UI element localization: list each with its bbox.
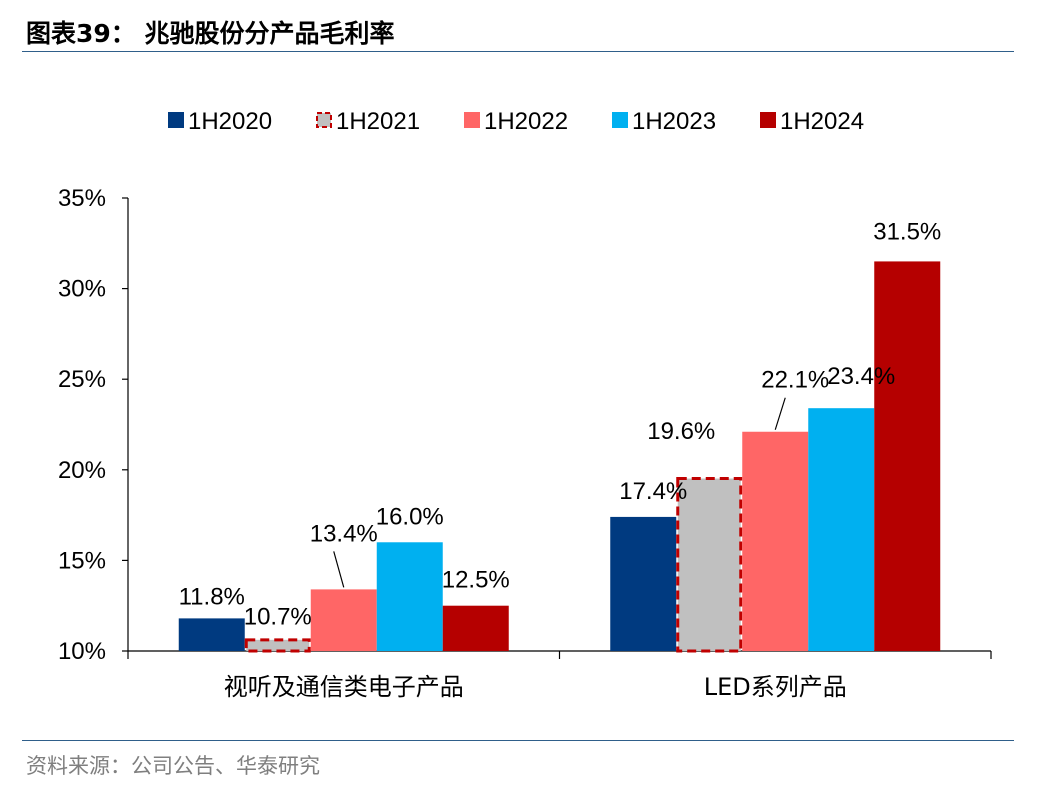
bar-1H2020-0 [178, 618, 245, 651]
data-label: 17.4% [619, 478, 687, 505]
legend-item: 1H2024 [760, 108, 864, 135]
x-category-label: 视听及通信类电子产品 [224, 673, 464, 701]
data-label: 12.5% [442, 567, 510, 594]
chart-legend: 1H2020 1H2021 1H2022 1H2023 1H2024 [168, 108, 864, 135]
bar-1H2021-0 [244, 638, 311, 653]
x-category-label: LED系列产品 [704, 673, 847, 701]
y-tick-label: 10% [58, 638, 106, 665]
legend-label: 1H2023 [632, 108, 716, 135]
legend-item: 1H2021 [316, 108, 420, 135]
y-axis: 10% 15% 20% 25% 30% 35% [58, 185, 129, 665]
data-label: 31.5% [873, 218, 941, 245]
data-label: 13.4% [310, 520, 378, 547]
y-tick-label: 25% [58, 366, 106, 393]
bar-chart: 1H2020 1H2021 1H2022 1H2023 1H2024 10% 15% 20%… [58, 108, 992, 701]
bar-1H2024-0 [442, 605, 509, 651]
y-tick-label: 30% [58, 276, 106, 303]
y-tick-label: 35% [58, 185, 106, 212]
legend-item: 1H2020 [168, 108, 272, 135]
data-label: 19.6% [647, 418, 715, 445]
y-tick-label: 20% [58, 457, 106, 484]
data-label: 23.4% [827, 363, 895, 390]
data-label: 16.0% [376, 503, 444, 530]
legend-swatch [760, 112, 776, 128]
legend-label: 1H2020 [188, 108, 272, 135]
data-label: 11.8% [179, 583, 245, 610]
legend-swatch [612, 112, 628, 128]
bar-1H2022-1 [742, 431, 809, 651]
source-note: 资料来源：公司公告、华泰研究 [26, 754, 320, 778]
legend-label: 1H2021 [336, 108, 420, 135]
legend-label: 1H2024 [780, 108, 864, 135]
legend-item: 1H2023 [612, 108, 716, 135]
legend-swatch [168, 112, 184, 128]
legend-swatch [464, 112, 480, 128]
legend-label: 1H2022 [484, 108, 568, 135]
bar-1H2022-0 [310, 589, 377, 651]
bars [178, 261, 941, 653]
data-label: 10.7% [244, 603, 312, 630]
top-divider [22, 51, 1014, 52]
legend-swatch [316, 112, 332, 128]
data-labels: 11.8% 17.4% 10.7% 19.6% 13.4% 22.1% 16.0% 23.4%… [179, 218, 942, 630]
bar-1H2023-1 [808, 408, 875, 651]
label-leader-line [774, 397, 786, 430]
y-tick-label: 15% [58, 547, 106, 574]
x-axis: 视听及通信类电子产品 LED系列产品 [127, 650, 992, 701]
label-leader-line [333, 551, 345, 588]
bar-1H2024-1 [874, 261, 941, 651]
legend-item: 1H2022 [464, 108, 568, 135]
bottom-divider [22, 740, 1014, 741]
figure-title: 图表39： 兆驰股份分产品毛利率 [26, 19, 395, 48]
bar-1H2020-1 [610, 516, 677, 651]
bar-1H2023-0 [376, 542, 443, 651]
bar-1H2021-1 [676, 477, 743, 653]
data-label: 22.1% [761, 367, 829, 394]
